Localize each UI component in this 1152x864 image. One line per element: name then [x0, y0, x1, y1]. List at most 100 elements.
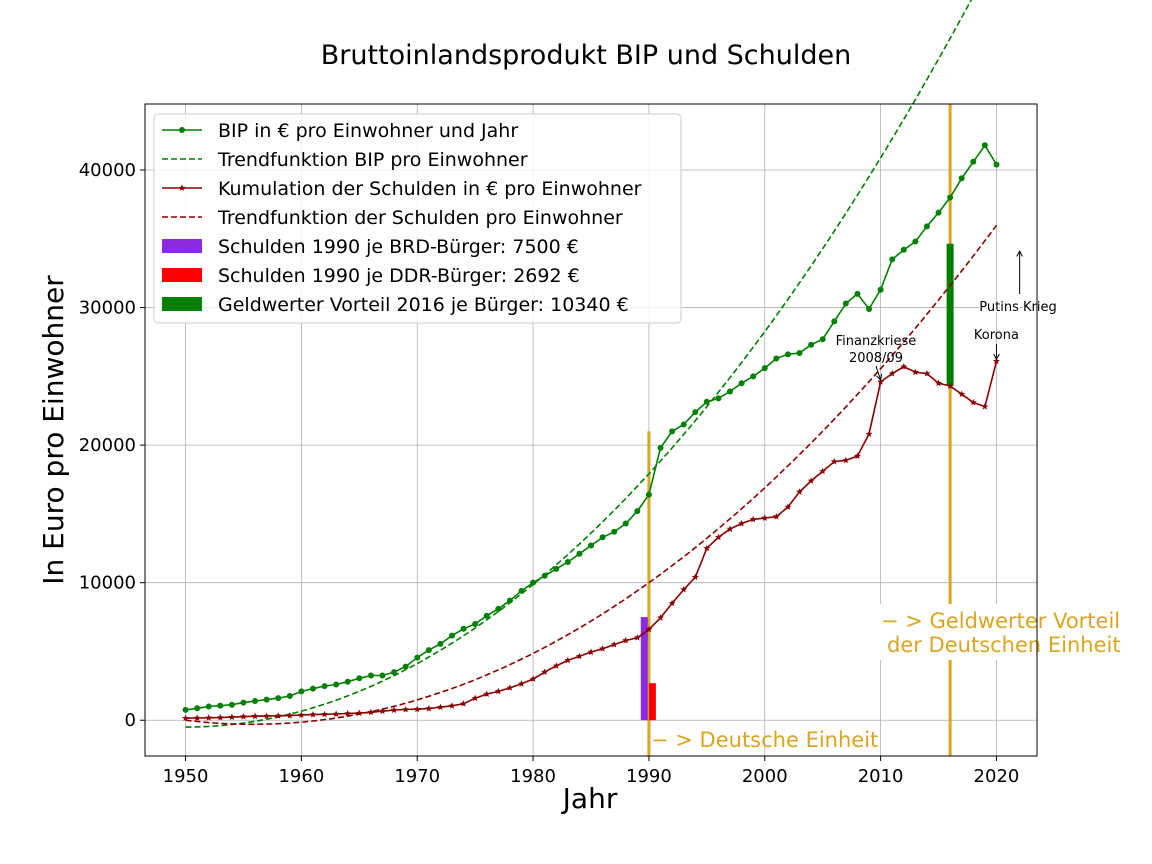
- data-point: [715, 533, 722, 541]
- legend-box: [153, 113, 682, 324]
- data-point: [854, 290, 861, 297]
- data-point: [935, 209, 942, 216]
- legend-label: Schulden 1990 je DDR-Bürger: 2692 €: [218, 265, 580, 287]
- y-tick-label: 20000: [79, 435, 136, 456]
- data-point: [379, 672, 386, 679]
- data-point: [831, 318, 838, 325]
- data-point: [530, 579, 537, 586]
- x-tick-label: 1990: [626, 766, 672, 787]
- data-point: [425, 704, 433, 712]
- data-point: [460, 625, 467, 632]
- data-point: [552, 662, 560, 669]
- data-point: [715, 395, 722, 402]
- data-point: [402, 705, 410, 713]
- legend-label: Kumulation der Schulden in € pro Einwohn…: [218, 178, 642, 200]
- data-point: [808, 341, 815, 348]
- data-point: [680, 586, 688, 593]
- data-point: [576, 652, 583, 660]
- data-point: [252, 697, 259, 704]
- data-point: [483, 612, 490, 619]
- plot-area: Finanzkriese 2008/09 Putins Krieg Korona − >…: [182, 0, 1136, 756]
- legend-label: Trendfunktion der Schulden pro Einwohner: [217, 207, 623, 229]
- data-point: [969, 398, 977, 406]
- data-point: [263, 712, 271, 719]
- y-tick-label: 0: [125, 710, 136, 731]
- x-tick-label: 1980: [510, 766, 556, 787]
- legend-label: BIP in € pro Einwohner und Jahr: [218, 120, 518, 142]
- annotation-label: der Deutschen Einheit: [887, 633, 1121, 657]
- annotation-arrowhead: [993, 353, 1000, 361]
- series-line: [185, 0, 973, 728]
- data-point: [437, 703, 444, 711]
- data-point: [205, 714, 213, 721]
- data-point: [622, 636, 630, 644]
- data-point: [981, 403, 989, 410]
- data-point: [599, 534, 606, 541]
- legend-swatch: [162, 239, 202, 253]
- data-point: [332, 710, 340, 717]
- data-point: [390, 706, 398, 713]
- data-point: [228, 713, 236, 720]
- annotation-label: Finanzkriese: [836, 334, 917, 349]
- data-point: [391, 669, 398, 676]
- data-point: [518, 680, 525, 687]
- data-point: [205, 703, 212, 710]
- y-tick-label: 40000: [79, 160, 136, 181]
- data-point: [263, 696, 270, 703]
- data-point: [448, 702, 456, 709]
- data-point: [738, 519, 745, 527]
- data-point: [193, 714, 201, 721]
- data-point: [900, 363, 908, 370]
- data-point: [425, 647, 432, 654]
- x-tick-label: 1950: [163, 766, 209, 787]
- data-point: [448, 632, 455, 639]
- data-point: [471, 694, 479, 702]
- bar: [648, 683, 656, 721]
- data-point: [993, 357, 1000, 365]
- data-point: [866, 305, 873, 312]
- data-point: [402, 663, 409, 670]
- annotation-label: Putins Krieg: [979, 300, 1056, 315]
- data-point: [889, 256, 896, 263]
- legend: BIP in € pro Einwohner und Jahr Trendfunk…: [153, 113, 682, 324]
- legend-label: Trendfunktion BIP pro Einwohner: [217, 149, 528, 171]
- data-point: [645, 491, 652, 498]
- x-tick-label: 1960: [278, 766, 324, 787]
- annotation-arrowhead: [875, 373, 883, 381]
- data-point: [587, 648, 595, 656]
- data-point: [228, 701, 235, 708]
- data-point: [309, 685, 316, 692]
- data-point: [923, 370, 931, 377]
- data-point: [633, 634, 641, 641]
- data-point: [344, 678, 351, 685]
- data-point: [564, 656, 572, 664]
- data-point: [460, 700, 467, 707]
- data-point: [947, 194, 954, 201]
- legend-marker: [179, 127, 185, 133]
- data-point: [344, 710, 352, 717]
- data-point: [355, 709, 363, 716]
- data-point: [483, 690, 491, 697]
- data-point: [819, 467, 827, 475]
- data-point: [553, 565, 560, 572]
- data-point: [669, 428, 676, 435]
- bar: [640, 617, 648, 721]
- annotation-label: 2008/09: [849, 351, 903, 366]
- x-tick-label: 2020: [974, 766, 1020, 787]
- data-point: [981, 142, 988, 149]
- data-point: [819, 336, 826, 343]
- data-point: [865, 430, 873, 437]
- annotation-arrowhead: [1016, 250, 1023, 257]
- data-point: [726, 525, 734, 532]
- series-line: [185, 361, 998, 719]
- series-line: [185, 224, 998, 726]
- data-point: [691, 573, 699, 581]
- data-point: [309, 711, 317, 718]
- y-tick-label: 30000: [79, 298, 136, 319]
- data-point: [761, 514, 769, 521]
- data-point: [911, 368, 919, 376]
- data-point: [588, 542, 594, 549]
- data-point: [333, 681, 340, 688]
- data-point: [784, 351, 791, 358]
- x-tick-label: 1970: [394, 766, 440, 787]
